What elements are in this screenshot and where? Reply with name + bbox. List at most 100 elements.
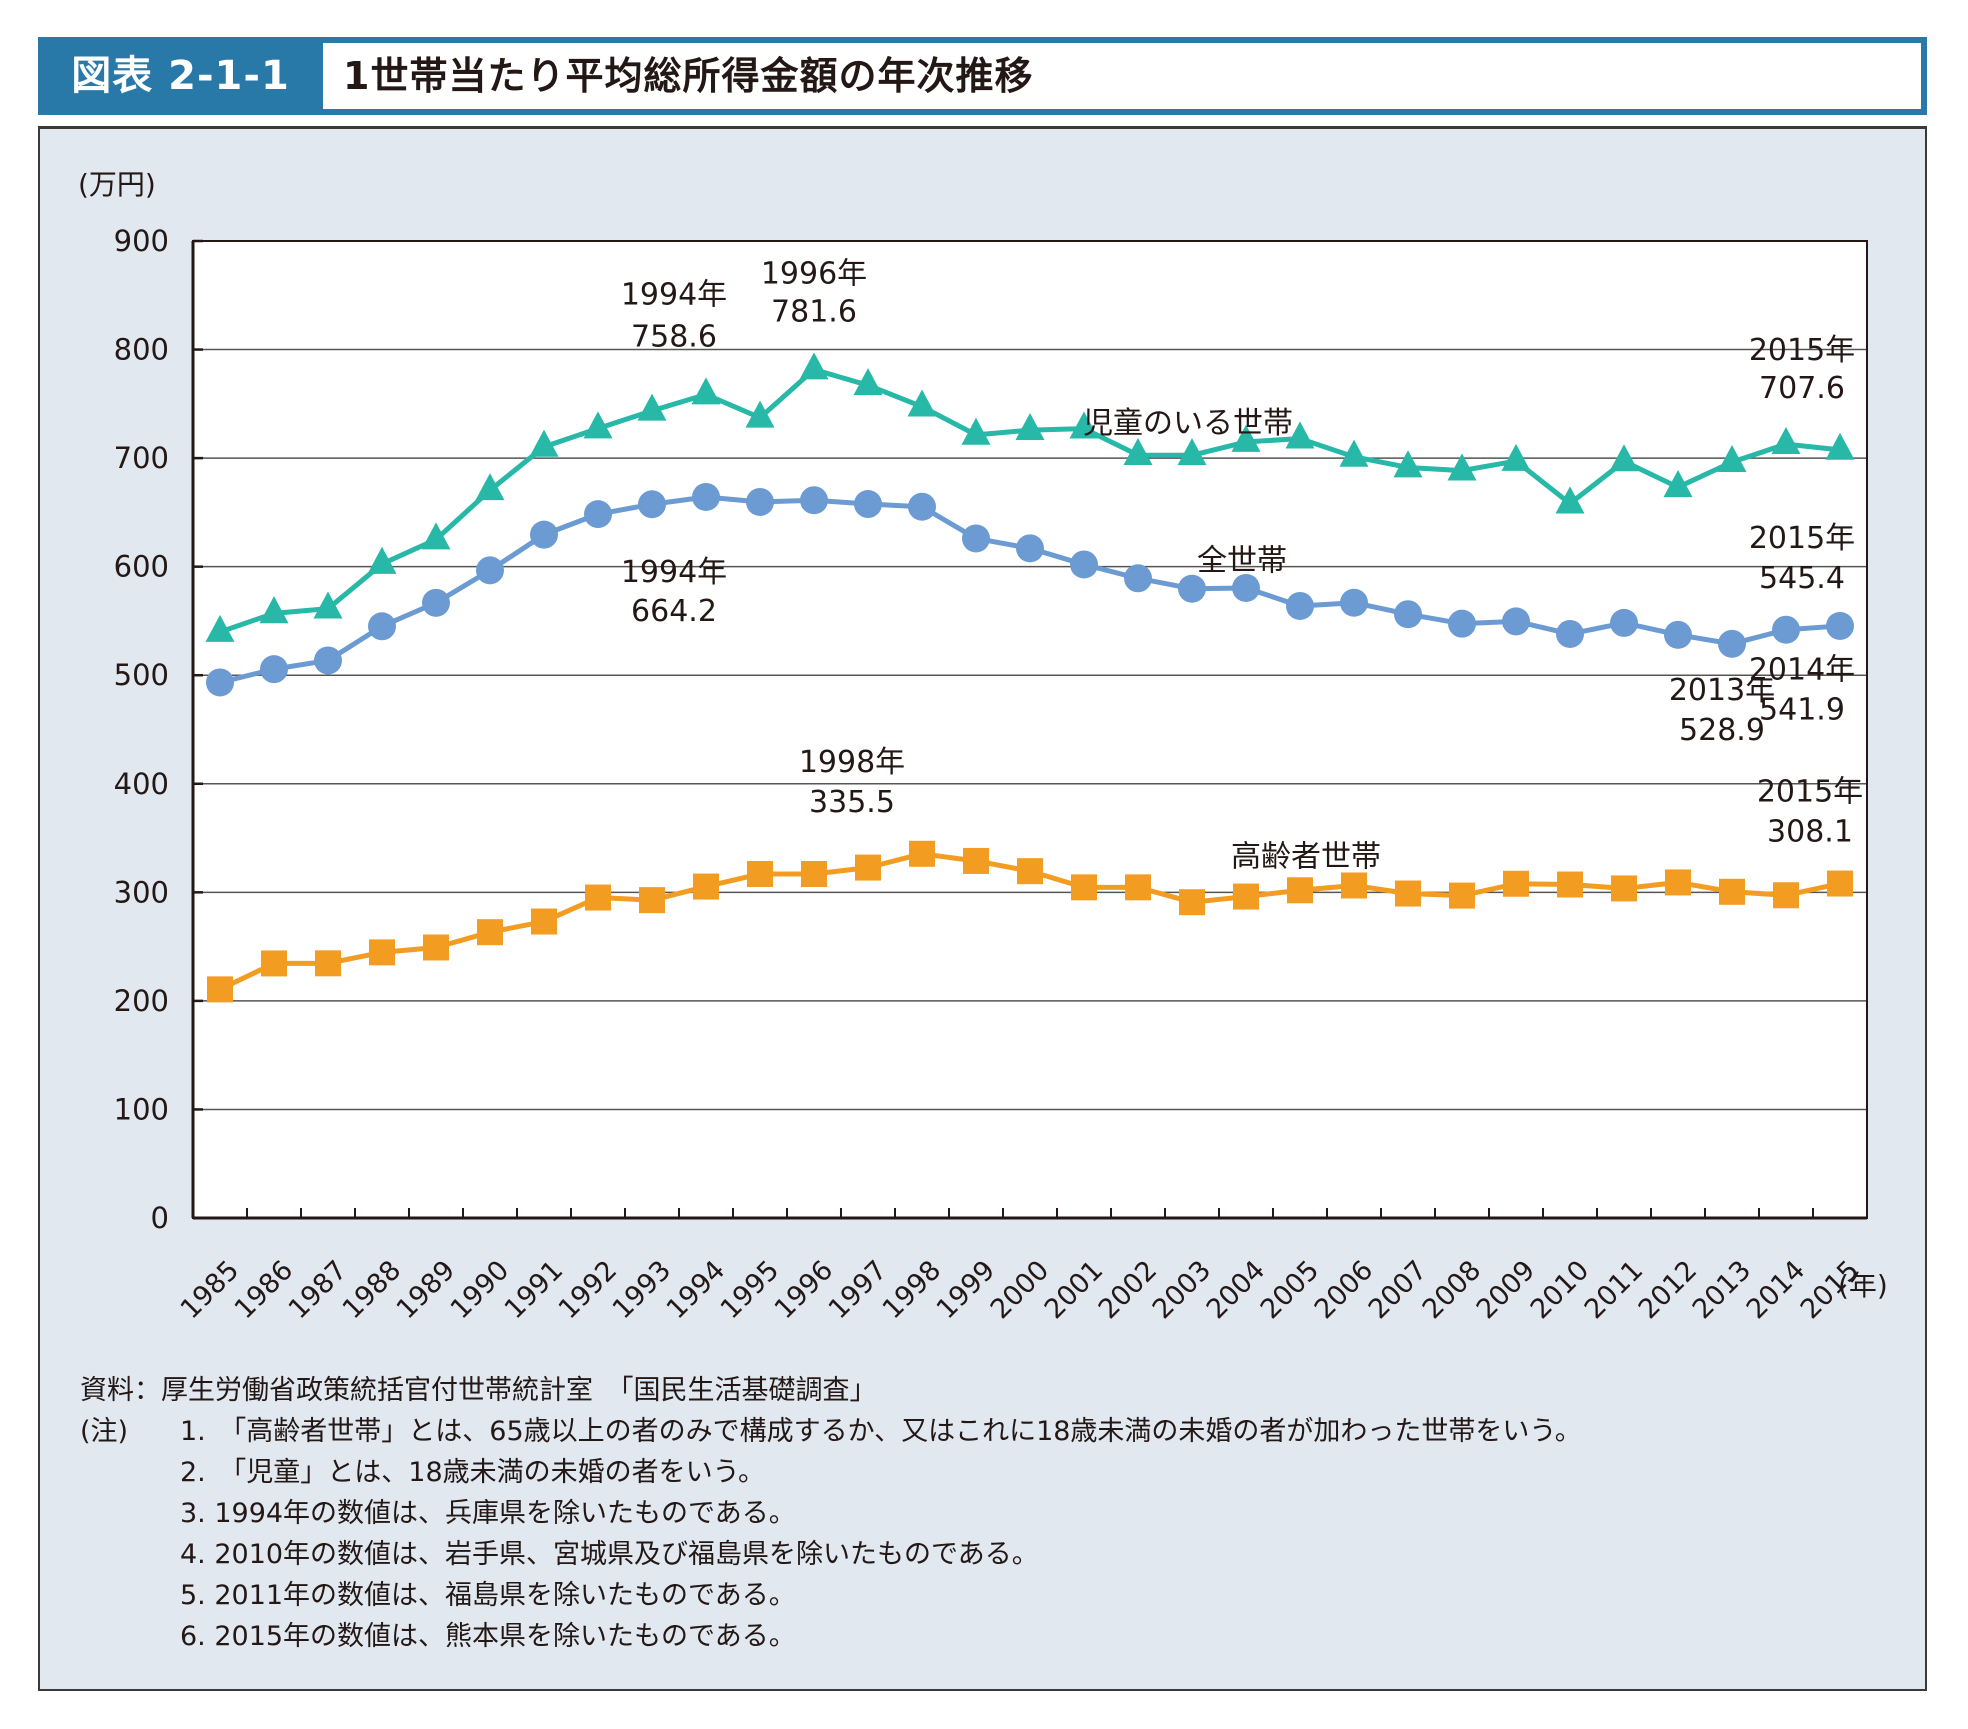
data-point (1557, 871, 1583, 898)
data-point (800, 486, 828, 515)
annotation-year: 2015年 (1749, 333, 1855, 368)
data-point (583, 411, 613, 439)
data-point (961, 417, 991, 445)
data-point (1123, 438, 1153, 466)
data-point (531, 908, 557, 935)
x-axis-label: (年) (1838, 1269, 1888, 1302)
series-label: 高齢者世帯 (1231, 840, 1381, 875)
data-point (1285, 421, 1315, 449)
data-point (261, 950, 287, 977)
data-point (1016, 534, 1044, 563)
data-point (1825, 432, 1855, 460)
data-point (1179, 889, 1205, 916)
data-point (1015, 412, 1045, 440)
data-point (205, 614, 235, 642)
annotation-value: 707.6 (1759, 371, 1845, 406)
annotation-year: 1998年 (799, 745, 905, 780)
y-tick-label: 800 (114, 333, 169, 367)
data-point (909, 840, 935, 867)
data-point (1447, 453, 1477, 481)
data-point (529, 429, 559, 457)
x-tick-label: 2010 (1525, 1255, 1596, 1326)
x-tick-label: 1996 (769, 1255, 840, 1326)
x-tick-label: 1989 (391, 1255, 462, 1326)
note-item: 6. 2015年の数値は、熊本県を除いたものである。 (180, 1621, 796, 1652)
figure-label: 図表 2-1-1 (71, 53, 290, 99)
data-point (801, 860, 827, 887)
data-point (1717, 444, 1747, 473)
data-point (1287, 877, 1313, 904)
data-point (853, 368, 883, 396)
data-point (1448, 609, 1476, 638)
note-item: 2. 「児童」とは、18歳未満の未婚の者をいう。 (180, 1457, 765, 1488)
x-tick-label: 1985 (175, 1255, 246, 1326)
y-tick-label: 500 (114, 658, 169, 692)
data-point (475, 473, 505, 501)
data-point (747, 860, 773, 887)
data-point (1286, 591, 1314, 620)
y-tick-label: 100 (114, 1092, 169, 1126)
data-point (1827, 870, 1853, 897)
data-point (1503, 870, 1529, 897)
data-point (1449, 882, 1475, 909)
x-tick-label: 2008 (1417, 1255, 1488, 1326)
data-point (1664, 620, 1692, 649)
data-point (1395, 880, 1421, 907)
x-tick-label: 1994 (661, 1255, 732, 1326)
data-point (313, 591, 343, 619)
annotation-year: 2015年 (1749, 521, 1855, 556)
data-point (1719, 878, 1745, 905)
data-point (422, 588, 450, 617)
data-point (1555, 486, 1585, 514)
data-point (1017, 858, 1043, 885)
data-point (1610, 608, 1638, 637)
y-tick-label: 900 (114, 224, 169, 258)
y-axis-label: (万円) (78, 168, 156, 201)
data-point (1071, 874, 1097, 901)
data-point (1611, 875, 1637, 902)
annotation-year: 1994年 (621, 277, 727, 312)
data-point (1773, 882, 1799, 909)
data-point (1339, 439, 1369, 467)
data-point (1393, 450, 1423, 478)
data-point (476, 556, 504, 585)
series-square (207, 840, 1853, 1003)
y-tick-label: 200 (114, 984, 169, 1018)
data-point (206, 668, 234, 697)
data-point (1501, 443, 1531, 471)
data-point (1718, 629, 1746, 658)
gridlines (193, 239, 1867, 1220)
x-tick-label: 1998 (877, 1255, 948, 1326)
data-point (854, 490, 882, 519)
annotation-value: 545.4 (1759, 561, 1845, 596)
x-tick-label: 2011 (1579, 1255, 1650, 1326)
data-point (1665, 869, 1691, 896)
x-tick-label: 2003 (1147, 1255, 1218, 1326)
data-point (368, 612, 396, 641)
data-point (1124, 564, 1152, 593)
data-point (1340, 588, 1368, 617)
data-point (1502, 607, 1530, 636)
data-point (1178, 574, 1206, 603)
annotation-group: 1994年758.61996年781.62015年707.61994年664.2… (621, 257, 1863, 875)
data-point (963, 847, 989, 874)
axes (191, 240, 1868, 1220)
data-point (1609, 444, 1639, 472)
data-point (908, 492, 936, 521)
x-tick-label: 1993 (607, 1255, 678, 1326)
data-point (1341, 872, 1367, 899)
data-point (637, 393, 667, 421)
data-point (584, 500, 612, 529)
note-item: 1. 「高齢者世帯」とは、65歳以上の者のみで構成するか、又はこれに18歳未満の… (180, 1416, 1582, 1447)
data-point (315, 950, 341, 977)
x-tick-label: 2004 (1201, 1255, 1272, 1326)
data-point (207, 976, 233, 1003)
series-triangle (205, 352, 1855, 642)
note-lead: (注) (80, 1416, 129, 1447)
data-point (1070, 550, 1098, 579)
data-point (746, 487, 774, 516)
x-tick-label: 2001 (1039, 1255, 1110, 1326)
x-tick-label: 1987 (283, 1255, 354, 1326)
series-circle (206, 482, 1854, 697)
plot-area (193, 241, 1867, 1218)
